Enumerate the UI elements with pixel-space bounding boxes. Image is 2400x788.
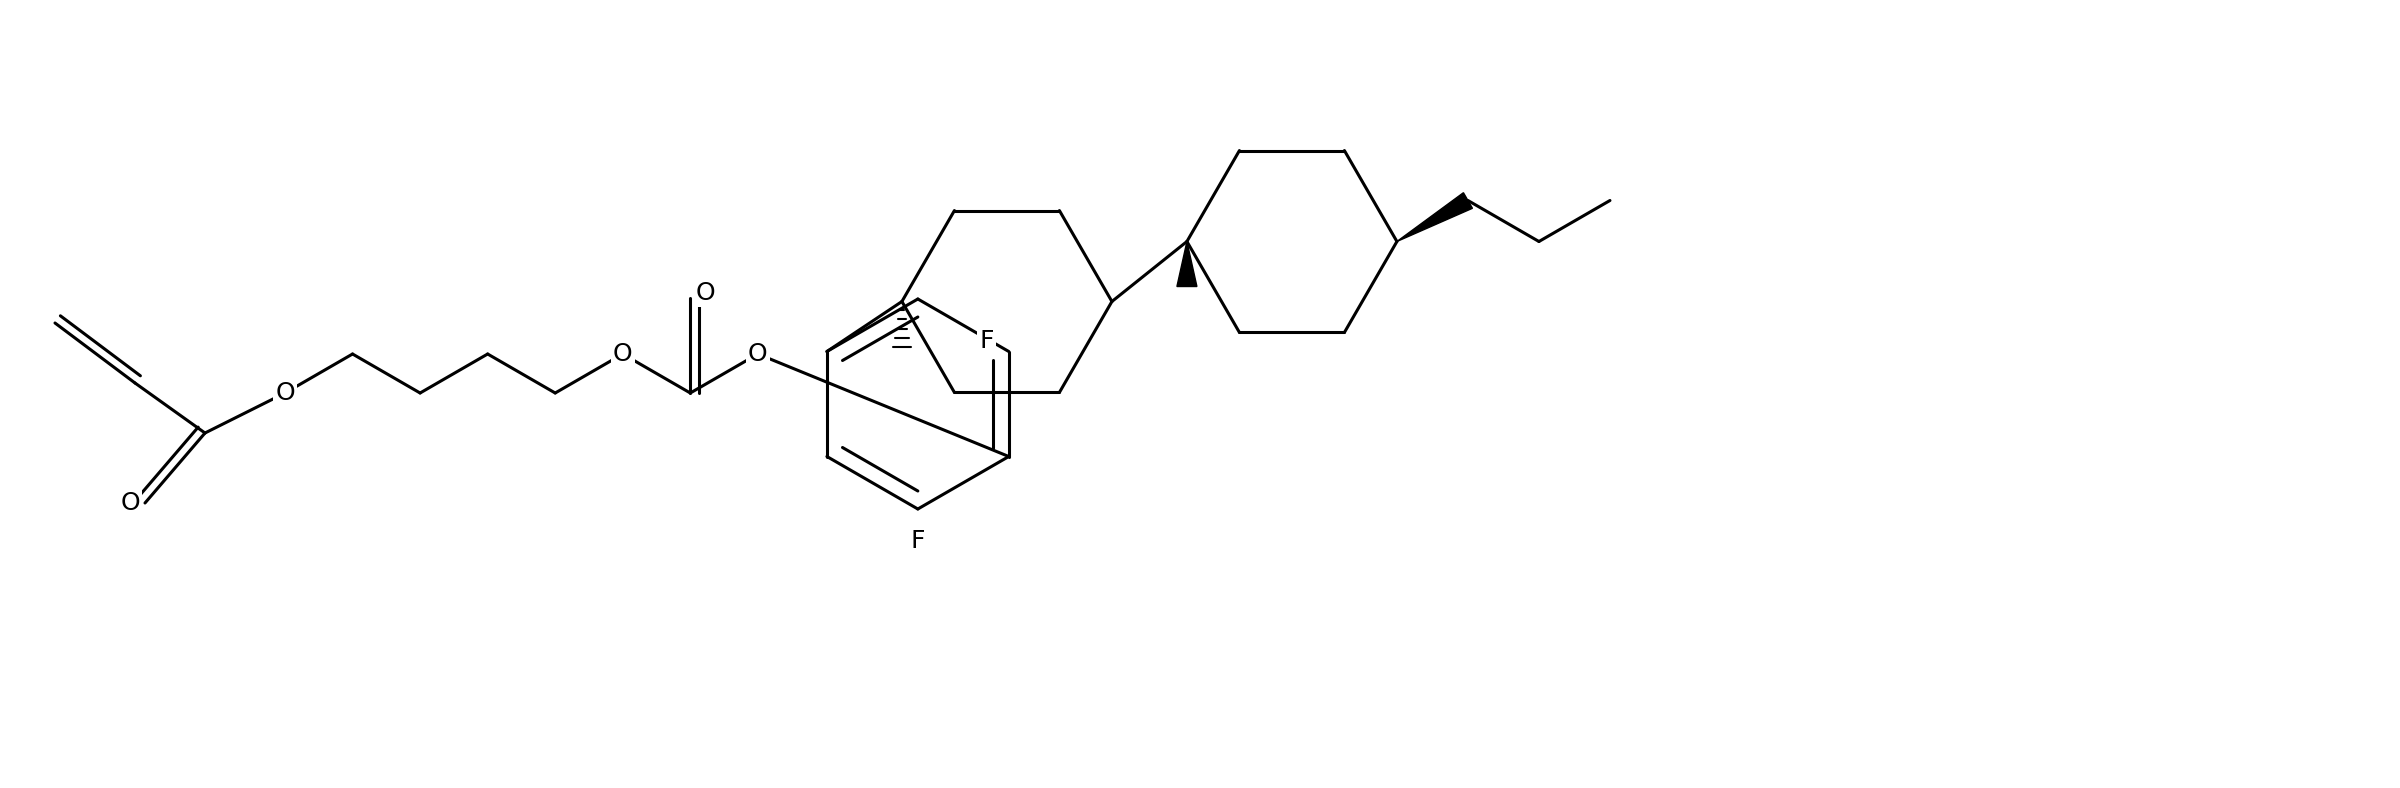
Text: O: O [749,342,768,366]
Text: F: F [979,329,994,354]
Text: F: F [910,529,924,553]
Polygon shape [1397,193,1474,241]
Text: O: O [612,342,634,366]
Text: O: O [276,381,295,405]
Text: O: O [120,491,139,515]
Text: O: O [696,281,715,305]
Polygon shape [1176,241,1198,287]
